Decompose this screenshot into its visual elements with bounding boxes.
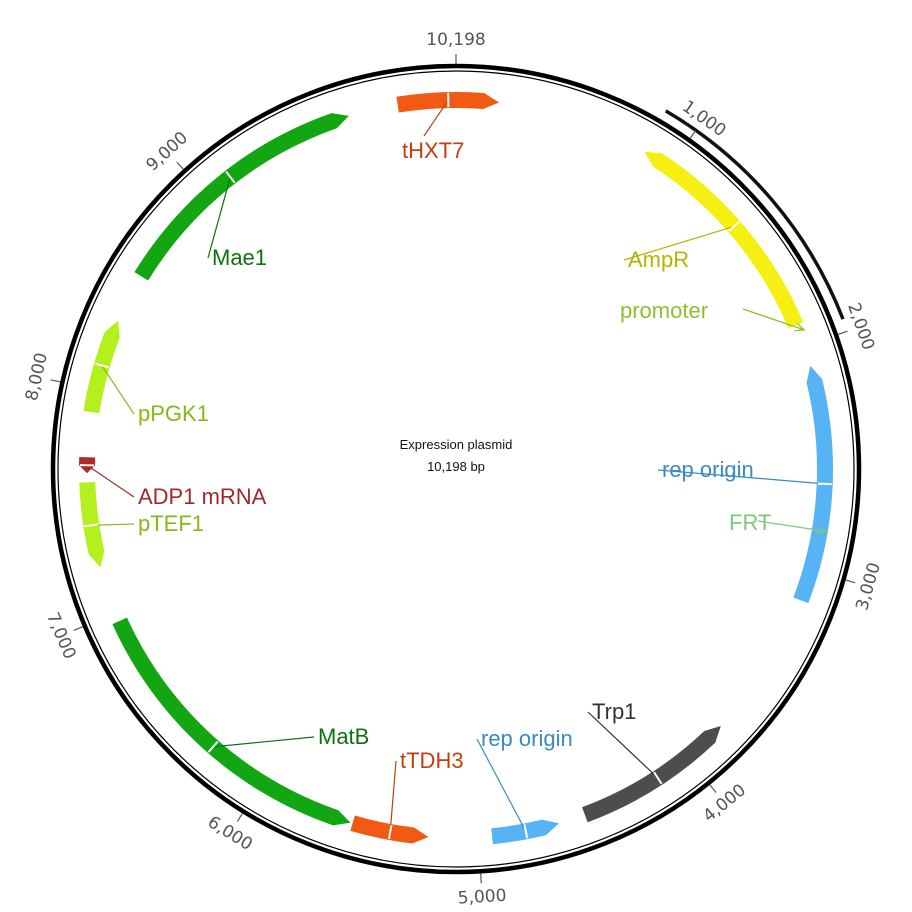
feature-marker-ptef1 — [84, 523, 99, 528]
feature-arrow-ampr[interactable] — [644, 151, 804, 329]
feature-arrow-ppgk1[interactable] — [83, 320, 120, 414]
tick-label-2000: 2,000 — [843, 300, 878, 353]
feature-leader-promoter — [742, 308, 805, 331]
feature-marker-ttdh3 — [387, 825, 393, 840]
feature-marker-rep-origin — [523, 824, 529, 839]
tick-mark-8000 — [50, 379, 61, 383]
tick-label-5000: 5,000 — [457, 886, 507, 909]
feature-leader-trp1 — [587, 711, 659, 779]
feature-label-trp1: Trp1 — [592, 699, 636, 724]
feature-marker-rep-origin — [817, 482, 832, 486]
feature-leader-rep-origin — [657, 469, 825, 485]
feature-labels-group: tHXT7 AmpR promoter rep origin FRT Trp1 rep or… — [138, 138, 771, 773]
feature-marker-mae1 — [225, 170, 236, 184]
tick-label-6000: 6,000 — [204, 812, 256, 855]
feature-label-adp1-mrna: ADP1 mRNA — [138, 484, 267, 509]
feature-label-frt: FRT — [729, 510, 771, 535]
tick-label-4000: 4,000 — [700, 780, 750, 826]
feature-leader-ptef1 — [91, 523, 135, 526]
tick-label-8000: 8,000 — [22, 351, 52, 403]
tick-label-10198: 10,198 — [426, 30, 485, 50]
feature-label-thxt7: tHXT7 — [402, 138, 464, 163]
feature-leader-mae1 — [207, 176, 231, 259]
plasmid-size: 10,198 bp — [427, 459, 485, 474]
feature-arrow-trp1[interactable] — [582, 725, 721, 823]
feature-leader-adp1-mrna — [86, 464, 135, 498]
tick-label-7000: 7,000 — [42, 610, 79, 663]
feature-leader-frt — [757, 520, 826, 532]
feature-label-ptef1: pTEF1 — [138, 511, 204, 536]
feature-marker-ppgk1 — [94, 362, 109, 369]
feature-arrow-mae1[interactable] — [134, 113, 349, 281]
tick-mark-6000 — [236, 812, 244, 822]
feature-label-promoter: promoter — [620, 298, 708, 323]
feature-leader-thxt7 — [423, 99, 449, 137]
tick-mark-9000 — [176, 161, 184, 170]
feature-label-matb: MatB — [318, 724, 369, 749]
tick-mark-1000 — [689, 129, 697, 139]
feature-leader-matb — [213, 736, 315, 748]
backbone-outer-ring — [50, 63, 862, 875]
plasmid-title: Expression plasmid — [400, 437, 513, 452]
tick-label-3000: 3,000 — [852, 560, 885, 612]
backbone-inner-ring — [57, 70, 855, 868]
feature-label-ppgk1: pPGK1 — [138, 401, 209, 426]
feature-label-ttdh3: tTDH3 — [400, 748, 464, 773]
feature-leader-ttdh3 — [389, 760, 397, 833]
backbone-ring-group — [50, 63, 862, 875]
feature-leader-head-promoter — [794, 322, 806, 332]
feature-marker-ampr — [728, 221, 740, 232]
feature-leader-head-frt — [816, 525, 828, 535]
feature-marker-trp1 — [653, 771, 663, 785]
feature-label-mae1: Mae1 — [212, 245, 267, 270]
tick-mark-5000 — [480, 873, 482, 884]
label-leaders-group — [80, 93, 832, 840]
feature-leader-ppgk1 — [101, 365, 135, 415]
feature-marker-matb — [207, 740, 219, 753]
feature-label-rep-origin: rep origin — [662, 457, 754, 482]
feature-leader-ampr — [623, 225, 735, 261]
tick-mark-3000 — [845, 579, 856, 584]
feature-leader-rep-origin — [476, 738, 527, 832]
feature-arrow-rep-origin[interactable] — [793, 365, 834, 604]
tick-mark-7000 — [73, 625, 84, 631]
feature-label-ampr: AmpR — [628, 247, 689, 272]
tick-mark-4000 — [709, 784, 717, 793]
feature-arrow-matb[interactable] — [112, 617, 351, 826]
feature-arrow-ttdh3[interactable] — [350, 815, 429, 844]
feature-label-rep-origin: rep origin — [481, 726, 573, 751]
tick-mark-2000 — [837, 330, 848, 336]
